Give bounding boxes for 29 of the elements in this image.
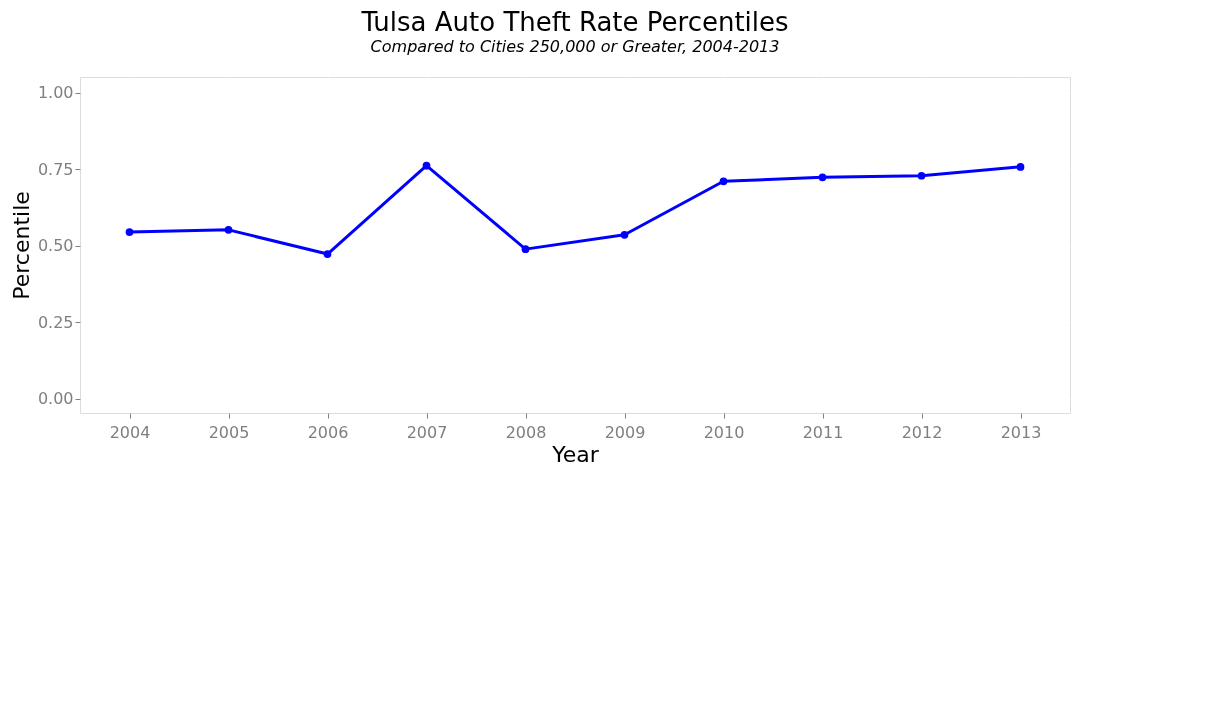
x-tick-label: 2011 [802,422,844,442]
point [125,228,134,236]
y-axis-title: Percentile [8,191,34,300]
x-tick-label: 2009 [604,422,646,442]
point [917,171,926,180]
x-tick-label: 2008 [505,422,547,442]
x-tick-label: 2006 [307,422,349,442]
y-tick-label: 0.50 [37,236,74,256]
x-tick-label: 2007 [406,422,448,442]
x-tick-label: 2005 [208,422,250,442]
x-tick-label: 2013 [1000,422,1042,442]
y-tick-label: 0.00 [37,389,74,409]
point [620,230,629,239]
x-tick-label: 2012 [901,422,943,442]
point [521,245,530,253]
point [818,173,827,182]
y-tick-label: 0.75 [37,159,74,179]
chart-title: Tulsa Auto Theft Rate Percentiles [360,7,789,37]
x-tick-label: 2004 [109,422,151,442]
point [323,250,332,258]
point [719,177,728,186]
point [1016,163,1025,171]
point [224,226,233,234]
x-tick-label: 2010 [703,422,745,442]
chart-subtitle: Compared to Cities 250,000 or Greater, 2004-2013 [370,37,780,56]
y-tick-label: 0.25 [37,312,74,332]
x-axis-title: Year [551,441,600,467]
point [422,161,431,170]
y-tick-label: 1.00 [37,83,74,103]
